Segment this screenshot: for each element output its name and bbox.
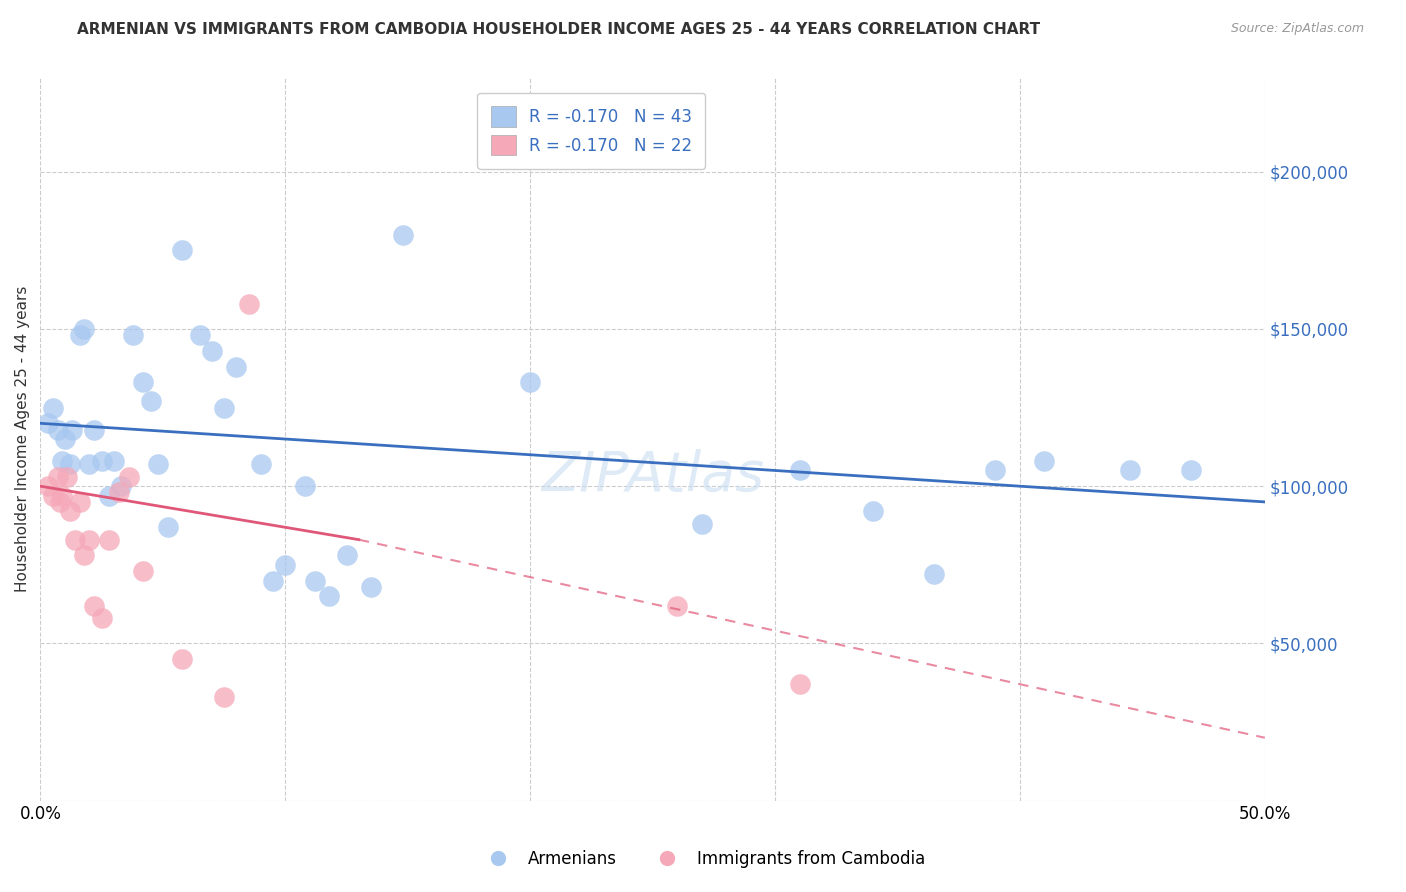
Point bbox=[37, 479, 59, 493]
Text: Source: ZipAtlas.com: Source: ZipAtlas.com bbox=[1230, 22, 1364, 36]
Point bbox=[249, 457, 271, 471]
Point bbox=[110, 479, 132, 493]
Point bbox=[862, 504, 884, 518]
Point bbox=[690, 516, 713, 531]
Point bbox=[49, 495, 72, 509]
Point bbox=[304, 574, 326, 588]
Point bbox=[69, 495, 91, 509]
Y-axis label: Householder Income Ages 25 - 44 years: Householder Income Ages 25 - 44 years bbox=[15, 285, 30, 592]
Point bbox=[172, 652, 194, 666]
Legend: Armenians, Immigrants from Cambodia: Armenians, Immigrants from Cambodia bbox=[474, 844, 932, 875]
Point bbox=[98, 489, 121, 503]
Point bbox=[146, 457, 169, 471]
Point bbox=[46, 469, 69, 483]
Legend: R = -0.170   N = 43, R = -0.170   N = 22: R = -0.170 N = 43, R = -0.170 N = 22 bbox=[478, 93, 706, 169]
Point bbox=[73, 322, 96, 336]
Point bbox=[59, 457, 82, 471]
Point bbox=[60, 423, 83, 437]
Point bbox=[117, 469, 139, 483]
Point bbox=[984, 463, 1007, 477]
Point bbox=[238, 297, 260, 311]
Point bbox=[212, 401, 235, 415]
Point bbox=[103, 454, 125, 468]
Point bbox=[212, 690, 235, 704]
Point bbox=[41, 489, 63, 503]
Point bbox=[46, 423, 69, 437]
Point bbox=[360, 580, 382, 594]
Point bbox=[73, 549, 96, 563]
Point bbox=[666, 599, 689, 613]
Point bbox=[156, 520, 179, 534]
Point bbox=[41, 401, 63, 415]
Point bbox=[294, 479, 316, 493]
Point bbox=[274, 558, 297, 572]
Point bbox=[789, 677, 811, 691]
Point bbox=[37, 417, 59, 431]
Point bbox=[519, 376, 541, 390]
Text: ARMENIAN VS IMMIGRANTS FROM CAMBODIA HOUSEHOLDER INCOME AGES 25 - 44 YEARS CORRE: ARMENIAN VS IMMIGRANTS FROM CAMBODIA HOU… bbox=[77, 22, 1040, 37]
Point bbox=[59, 504, 82, 518]
Point bbox=[53, 432, 76, 446]
Point bbox=[188, 328, 211, 343]
Point bbox=[139, 394, 162, 409]
Point bbox=[1180, 463, 1202, 477]
Point bbox=[1033, 454, 1056, 468]
Point bbox=[69, 328, 91, 343]
Point bbox=[789, 463, 811, 477]
Point bbox=[122, 328, 145, 343]
Point bbox=[392, 227, 415, 242]
Point bbox=[1119, 463, 1142, 477]
Point bbox=[201, 343, 224, 358]
Point bbox=[79, 457, 101, 471]
Point bbox=[83, 423, 105, 437]
Point bbox=[90, 454, 112, 468]
Point bbox=[318, 589, 340, 603]
Point bbox=[98, 533, 121, 547]
Point bbox=[83, 599, 105, 613]
Point bbox=[335, 549, 357, 563]
Point bbox=[79, 533, 101, 547]
Point bbox=[262, 574, 284, 588]
Point bbox=[225, 359, 247, 374]
Point bbox=[51, 454, 73, 468]
Point bbox=[107, 485, 129, 500]
Point bbox=[63, 533, 86, 547]
Point bbox=[56, 469, 79, 483]
Point bbox=[172, 244, 194, 258]
Text: ZIPAtlas: ZIPAtlas bbox=[541, 449, 765, 501]
Point bbox=[90, 611, 112, 625]
Point bbox=[922, 567, 945, 582]
Point bbox=[132, 564, 155, 578]
Point bbox=[51, 489, 73, 503]
Point bbox=[132, 376, 155, 390]
